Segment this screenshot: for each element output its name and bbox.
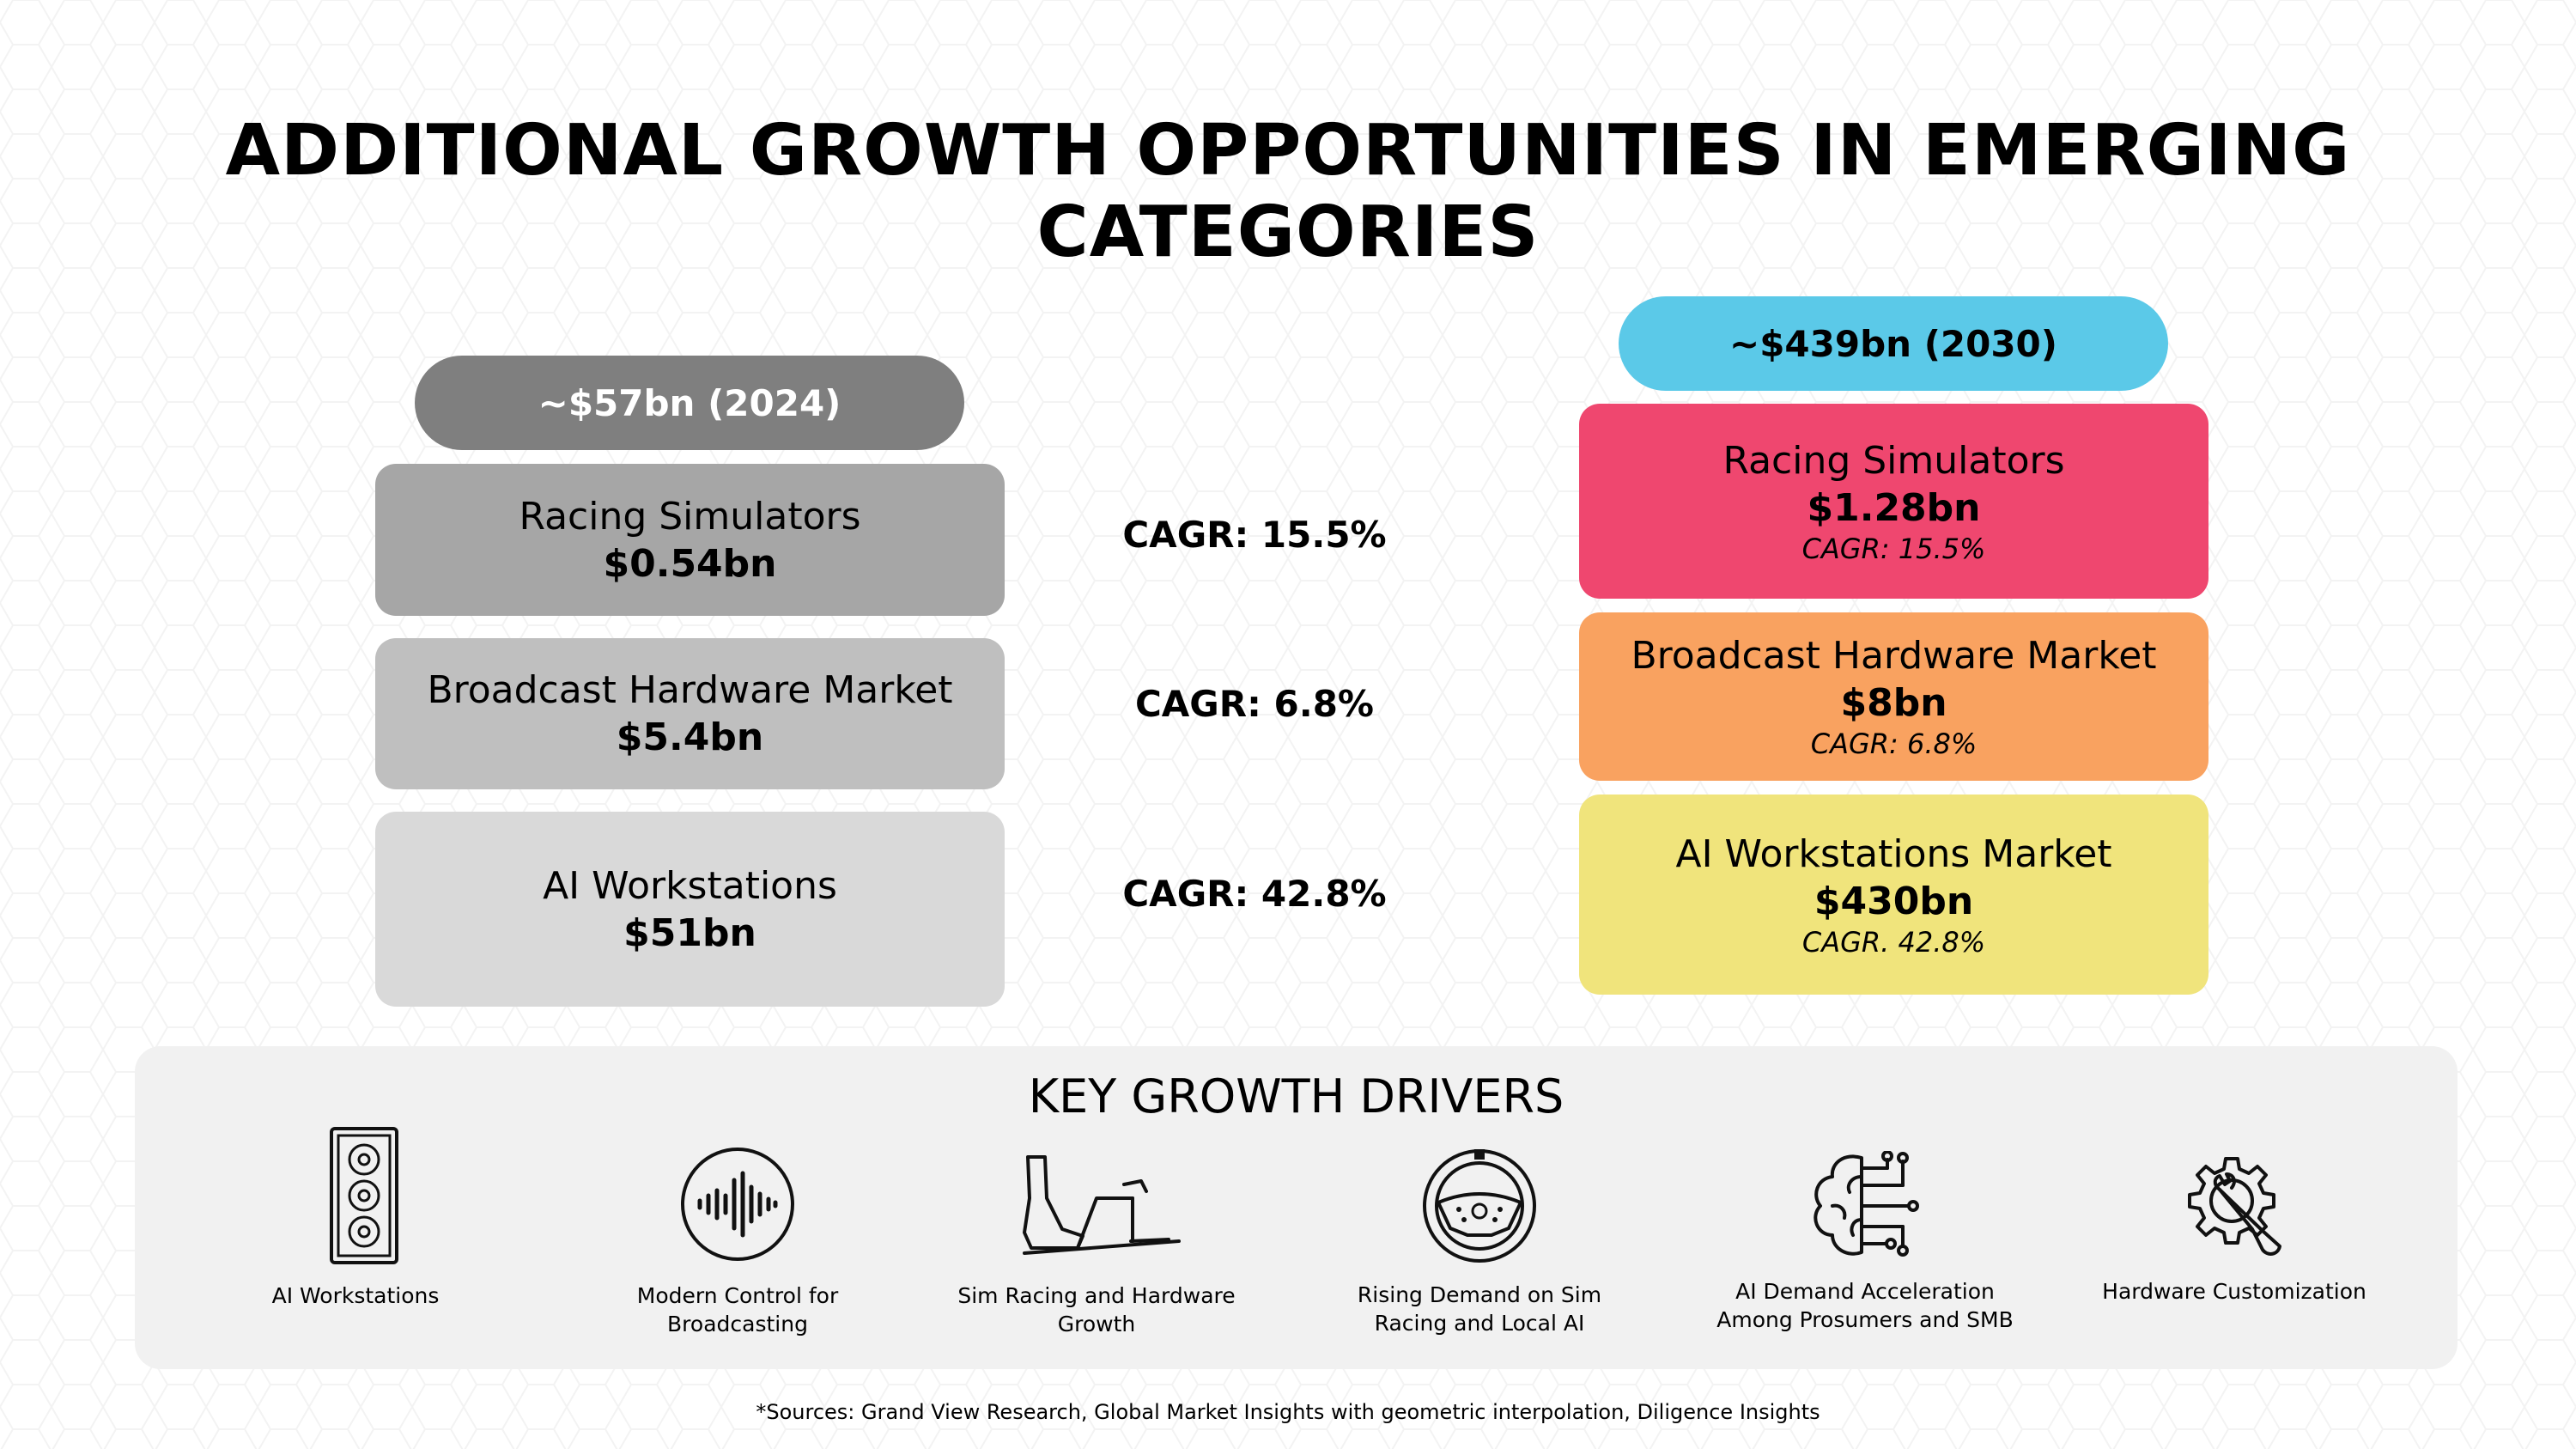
box-label: Racing Simulators [1722, 438, 2065, 483]
driver-prosumers-smb: AI Demand Acceleration Among Prosumers a… [1710, 1151, 2020, 1334]
box-value: $51bn [623, 910, 756, 955]
driver-hardware-customization: Hardware Customization [2080, 1155, 2389, 1306]
cagr-racing-label: CAGR: 15.5% [1122, 514, 1387, 556]
ai-2024-box: AI Workstations $51bn [375, 812, 1005, 1007]
ai-brain-icon [1814, 1151, 1919, 1257]
driver-label: Modern Control for Broadcasting [636, 1283, 839, 1336]
broadcast-2030-box: Broadcast Hardware Market $8bn CAGR: 6.8… [1579, 612, 2208, 781]
sound-wave-icon [681, 1148, 794, 1261]
box-value: $0.54bn [603, 541, 777, 586]
page-title: ADDITIONAL GROWTH OPPORTUNITIES IN EMERG… [225, 110, 2351, 273]
box-cagr: CAGR. 42.8% [1801, 925, 1986, 959]
box-value: $1.28bn [1807, 485, 1981, 530]
box-label: AI Workstations Market [1675, 831, 2112, 876]
driver-local-ai: Rising Demand on Sim Racing and Local AI [1325, 1146, 1634, 1337]
racing-seat-icon [1023, 1155, 1181, 1255]
driver-label: AI Workstations [271, 1283, 440, 1308]
box-label: Broadcast Hardware Market [427, 668, 953, 712]
sources-footnote: *Sources: Grand View Research, Global Ma… [756, 1400, 1820, 1424]
driver-broadcasting: Modern Control for Broadcasting [583, 1142, 892, 1338]
box-label: Racing Simulators [519, 494, 861, 539]
driver-sim-racing: Sim Racing and Hardware Growth [942, 1147, 1251, 1338]
driver-ai-workstations: AI Workstations [201, 1125, 510, 1311]
cagr-broadcast-label: CAGR: 6.8% [1134, 683, 1375, 725]
box-value: $5.4bn [616, 715, 764, 759]
box-label: AI Workstations [543, 863, 837, 908]
driver-label: Sim Racing and Hardware Growth [957, 1283, 1236, 1336]
box-cagr: CAGR: 15.5% [1801, 532, 1986, 565]
gear-wrench-icon [2188, 1157, 2281, 1256]
driver-label: Rising Demand on Sim Racing and Local AI [1357, 1282, 1602, 1336]
drivers-title: KEY GROWTH DRIVERS [1028, 1069, 1564, 1123]
market-2030-pill: ~$439bn (2030) [1619, 296, 2168, 391]
ai-2030-box: AI Workstations Market $430bn CAGR. 42.8… [1579, 795, 2208, 995]
steering-wheel-icon [1423, 1149, 1536, 1263]
box-value: $430bn [1814, 879, 1974, 923]
box-cagr: CAGR: 6.8% [1810, 728, 1978, 760]
box-label: Broadcast Hardware Market [1631, 634, 2157, 678]
driver-label: Hardware Customization [2102, 1279, 2366, 1304]
driver-label: AI Demand Acceleration Among Prosumers a… [1716, 1279, 2014, 1332]
pc-tower-icon [330, 1127, 398, 1264]
key-growth-drivers-panel [135, 1046, 2458, 1369]
racing-2030-box: Racing Simulators $1.28bn CAGR: 15.5% [1579, 404, 2208, 599]
box-value: $8bn [1840, 681, 1947, 725]
broadcast-2024-box: Broadcast Hardware Market $5.4bn [375, 638, 1005, 789]
cagr-ai-label: CAGR: 42.8% [1122, 873, 1387, 915]
racing-2024-box: Racing Simulators $0.54bn [375, 464, 1005, 616]
market-2024-pill: ~$57bn (2024) [415, 356, 964, 450]
